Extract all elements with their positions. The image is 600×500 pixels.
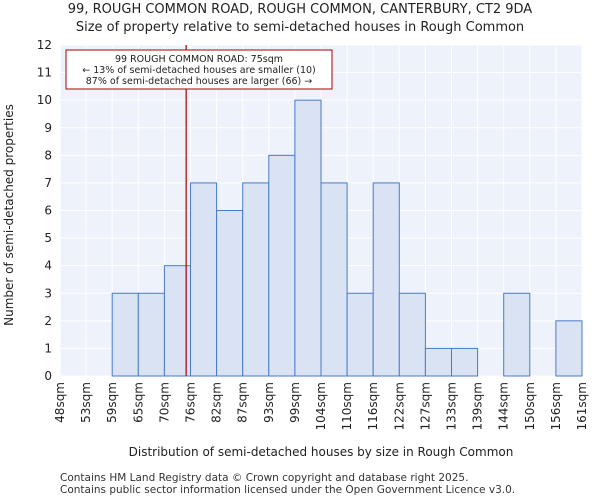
- x-tick-layer: 48sqm 53sqm 59sqm 65sqm 70sqm 76sqm 82sqm 87sqm…: [53, 382, 589, 430]
- bar: [111, 292, 139, 377]
- x-tick-label: 139sqm: [471, 382, 485, 430]
- y-tick-label: 6: [44, 204, 52, 218]
- chart-subtitle: Size of property relative to semi-detach…: [75, 20, 525, 35]
- x-tick-label: 110sqm: [340, 382, 354, 430]
- bar: [398, 292, 426, 377]
- x-tick-label: 76sqm: [184, 382, 198, 423]
- y-tick-label: 0: [44, 369, 52, 383]
- x-tick-label: 144sqm: [497, 382, 511, 430]
- footer-line-1: Contains HM Land Registry data © Crown c…: [60, 472, 469, 484]
- y-tick-label: 7: [44, 176, 52, 190]
- y-tick-label: 11: [37, 66, 52, 80]
- y-axis-label: Number of semi-detached properties: [2, 104, 16, 326]
- annotation-line-3: 87% of semi-detached houses are larger (…: [86, 76, 313, 87]
- annotation-line-2: ← 13% of semi-detached houses are smalle…: [82, 65, 316, 76]
- annotation-box: 99 ROUGH COMMON ROAD: 75sqm ← 13% of sem…: [65, 49, 333, 90]
- x-tick-label: 59sqm: [105, 382, 119, 423]
- bar: [294, 99, 322, 377]
- x-tick-label: 93sqm: [262, 382, 276, 423]
- x-tick-label: 48sqm: [53, 382, 67, 423]
- bar: [320, 182, 348, 377]
- y-tick-label: 4: [44, 259, 52, 273]
- y-tick-label: 5: [44, 231, 52, 245]
- x-tick-label: 156sqm: [549, 382, 563, 430]
- bar: [190, 182, 218, 377]
- bar: [372, 182, 400, 377]
- y-tick-label: 3: [44, 286, 52, 300]
- x-tick-label: 104sqm: [314, 382, 328, 430]
- x-tick-label: 122sqm: [392, 382, 406, 430]
- y-tick-label: 2: [44, 314, 52, 328]
- x-axis-label: Distribution of semi-detached houses by …: [128, 445, 514, 459]
- x-tick-label: 127sqm: [418, 382, 432, 430]
- x-tick-label: 82sqm: [210, 382, 224, 423]
- bar: [451, 347, 479, 377]
- x-tick-label: 161sqm: [575, 382, 589, 430]
- bar: [555, 320, 583, 377]
- y-tick-label: 9: [44, 121, 52, 135]
- bar: [242, 182, 270, 377]
- y-tick-label: 1: [44, 341, 52, 355]
- x-tick-label: 116sqm: [366, 382, 380, 430]
- annotation-line-1: 99 ROUGH COMMON ROAD: 75sqm: [115, 54, 283, 65]
- x-tick-label: 70sqm: [157, 382, 171, 423]
- bar: [216, 210, 244, 377]
- x-tick-label: 99sqm: [288, 382, 302, 423]
- y-tick-label: 10: [37, 93, 52, 107]
- bar: [424, 347, 452, 377]
- x-tick-label: 150sqm: [523, 382, 537, 430]
- x-tick-label: 53sqm: [79, 382, 93, 423]
- bars-layer: [111, 99, 583, 377]
- x-tick-label: 133sqm: [445, 382, 459, 430]
- x-tick-label: 65sqm: [131, 382, 145, 423]
- footer-line-2: Contains public sector information licen…: [60, 484, 516, 496]
- bar: [268, 154, 296, 377]
- y-tick-label: 12: [37, 38, 52, 52]
- chart-title: 99, ROUGH COMMON ROAD, ROUGH COMMON, CAN…: [67, 2, 533, 17]
- bar: [137, 292, 165, 377]
- x-tick-label: 87sqm: [236, 382, 250, 423]
- bar: [346, 292, 374, 377]
- y-tick-label: 8: [44, 148, 52, 162]
- bar: [503, 292, 531, 377]
- annotation-frame: [65, 49, 333, 90]
